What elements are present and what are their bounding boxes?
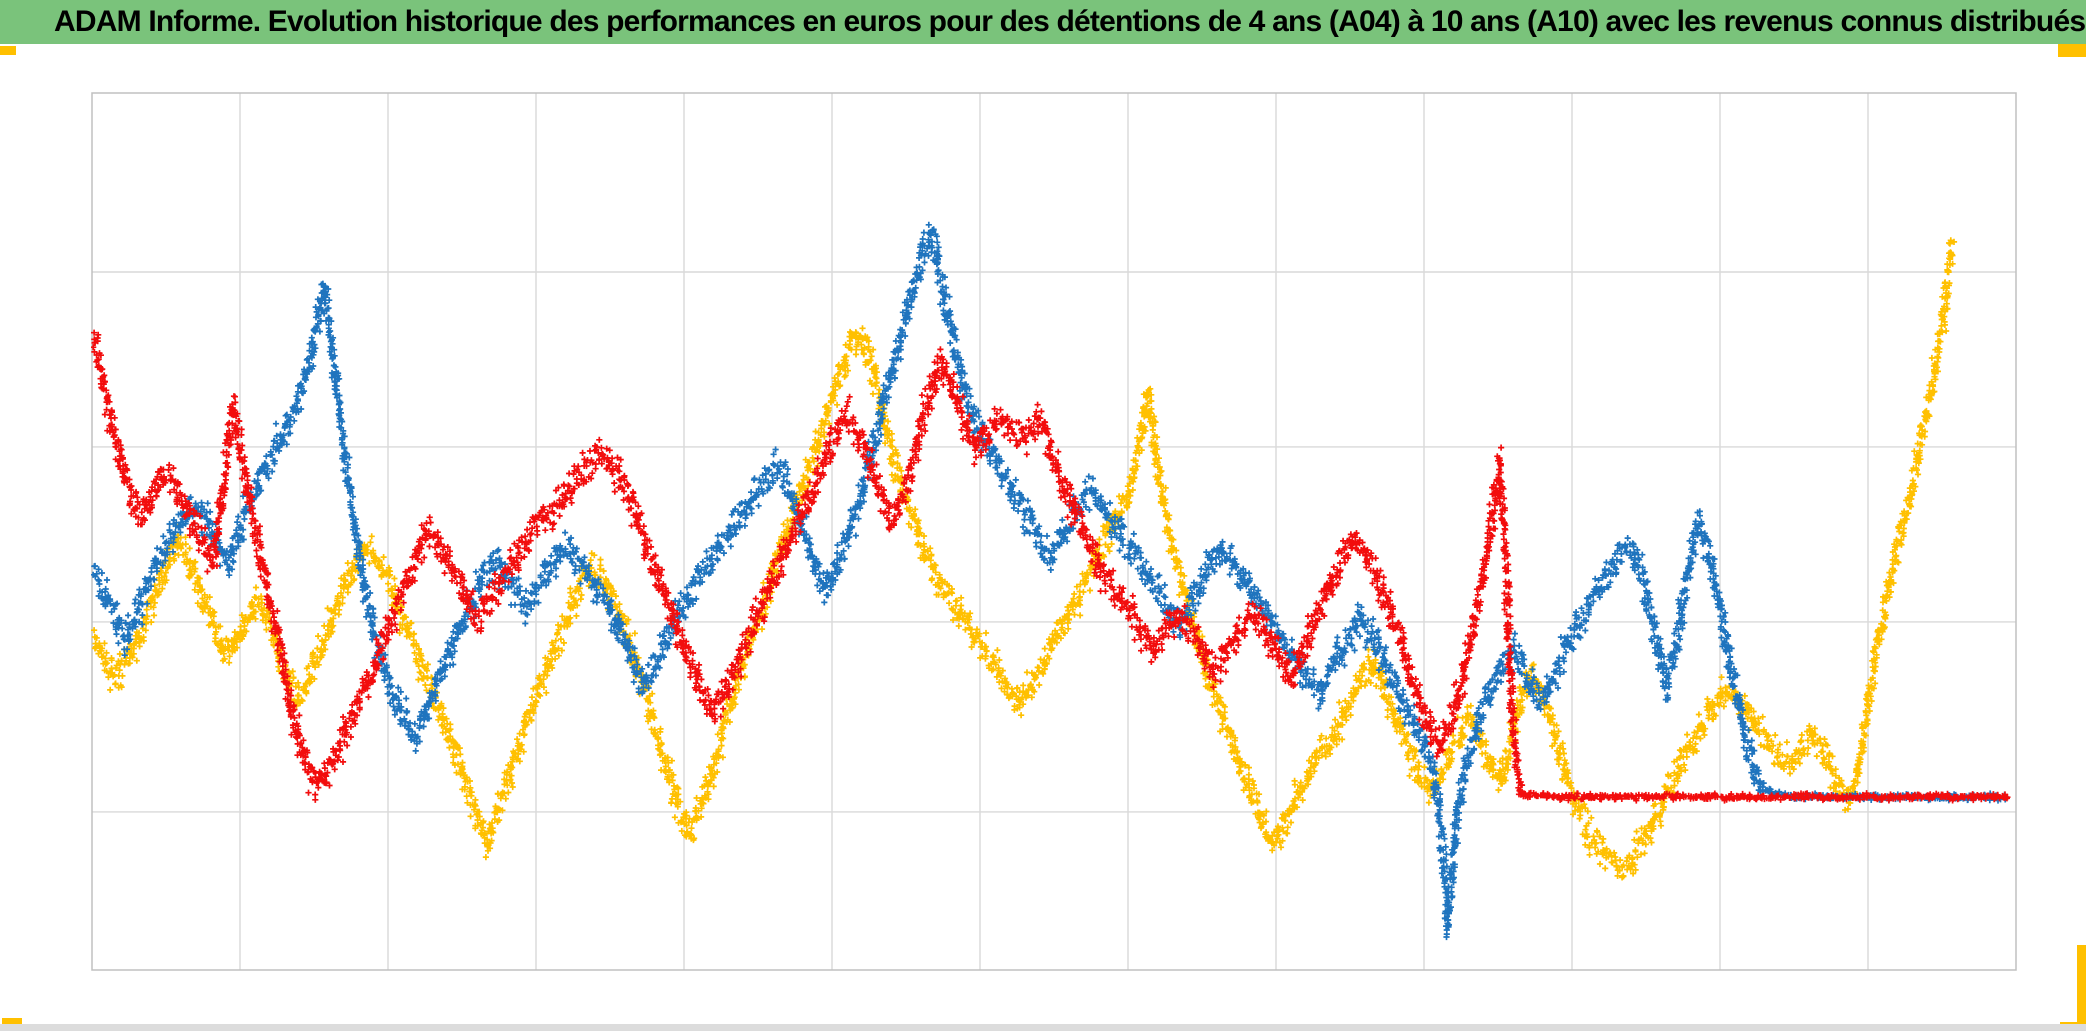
bottom-rule xyxy=(0,1024,2086,1031)
gold-corner-accent-top-left xyxy=(0,46,16,55)
gold-corner-accent-top-right xyxy=(2058,44,2086,57)
title-bar: ADAM Informe. Evolution historique des p… xyxy=(0,0,2086,44)
chart-area xyxy=(40,50,2046,1010)
slide-title: ADAM Informe. Evolution historique des p… xyxy=(54,5,2086,38)
gold-corner-accent-bottom-right-vertical xyxy=(2077,945,2086,1031)
scatter-series-blue xyxy=(91,221,2009,941)
gridlines xyxy=(92,93,2016,970)
plot-border xyxy=(91,92,2017,971)
scatter-series-red xyxy=(91,329,2011,804)
scatter-series-gold xyxy=(91,237,1958,881)
